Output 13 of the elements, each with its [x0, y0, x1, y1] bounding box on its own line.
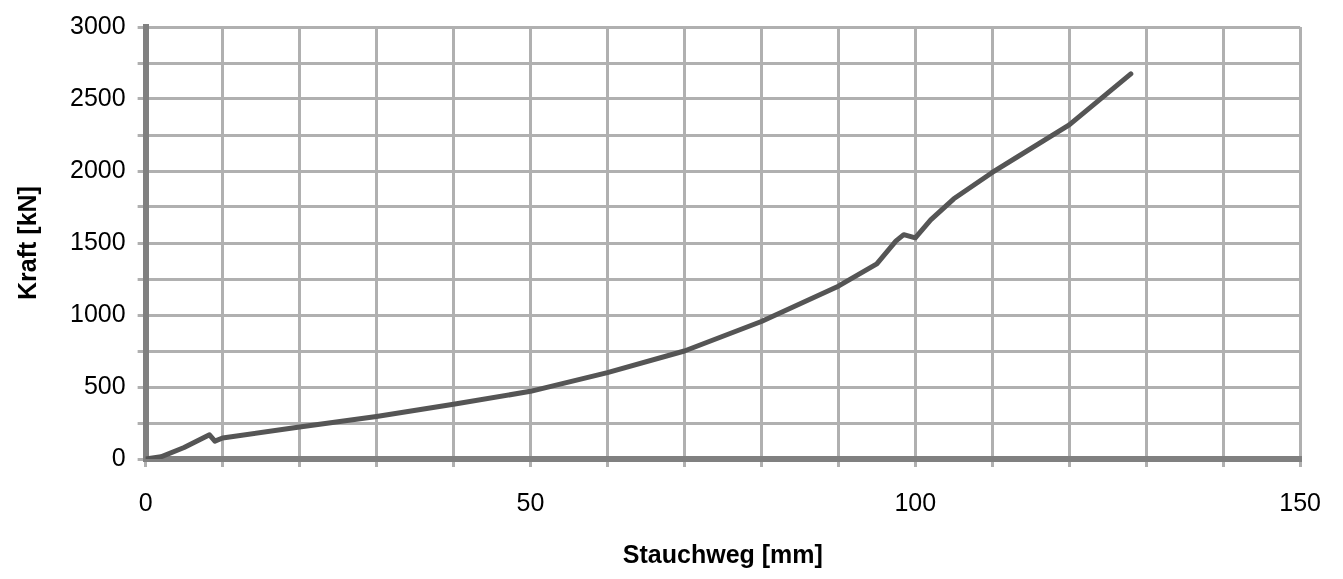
y-tick-label: 2500	[69, 82, 126, 111]
y-tick-label: 2000	[69, 154, 126, 183]
y-axis-title: Kraft [kN]	[12, 186, 41, 300]
x-axis-title: Stauchweg [mm]	[622, 539, 823, 568]
x-tick-label: 150	[1279, 487, 1321, 516]
y-tick-label: 500	[83, 370, 126, 399]
y-tick-label: 3000	[69, 10, 126, 39]
x-tick-label: 50	[516, 487, 545, 516]
x-tick-label: 100	[894, 487, 937, 516]
x-tick-label: 0	[138, 487, 153, 516]
y-tick-label: 1000	[69, 298, 126, 327]
y-tick-label: 1500	[69, 226, 126, 255]
y-tick-label: 0	[111, 442, 126, 471]
